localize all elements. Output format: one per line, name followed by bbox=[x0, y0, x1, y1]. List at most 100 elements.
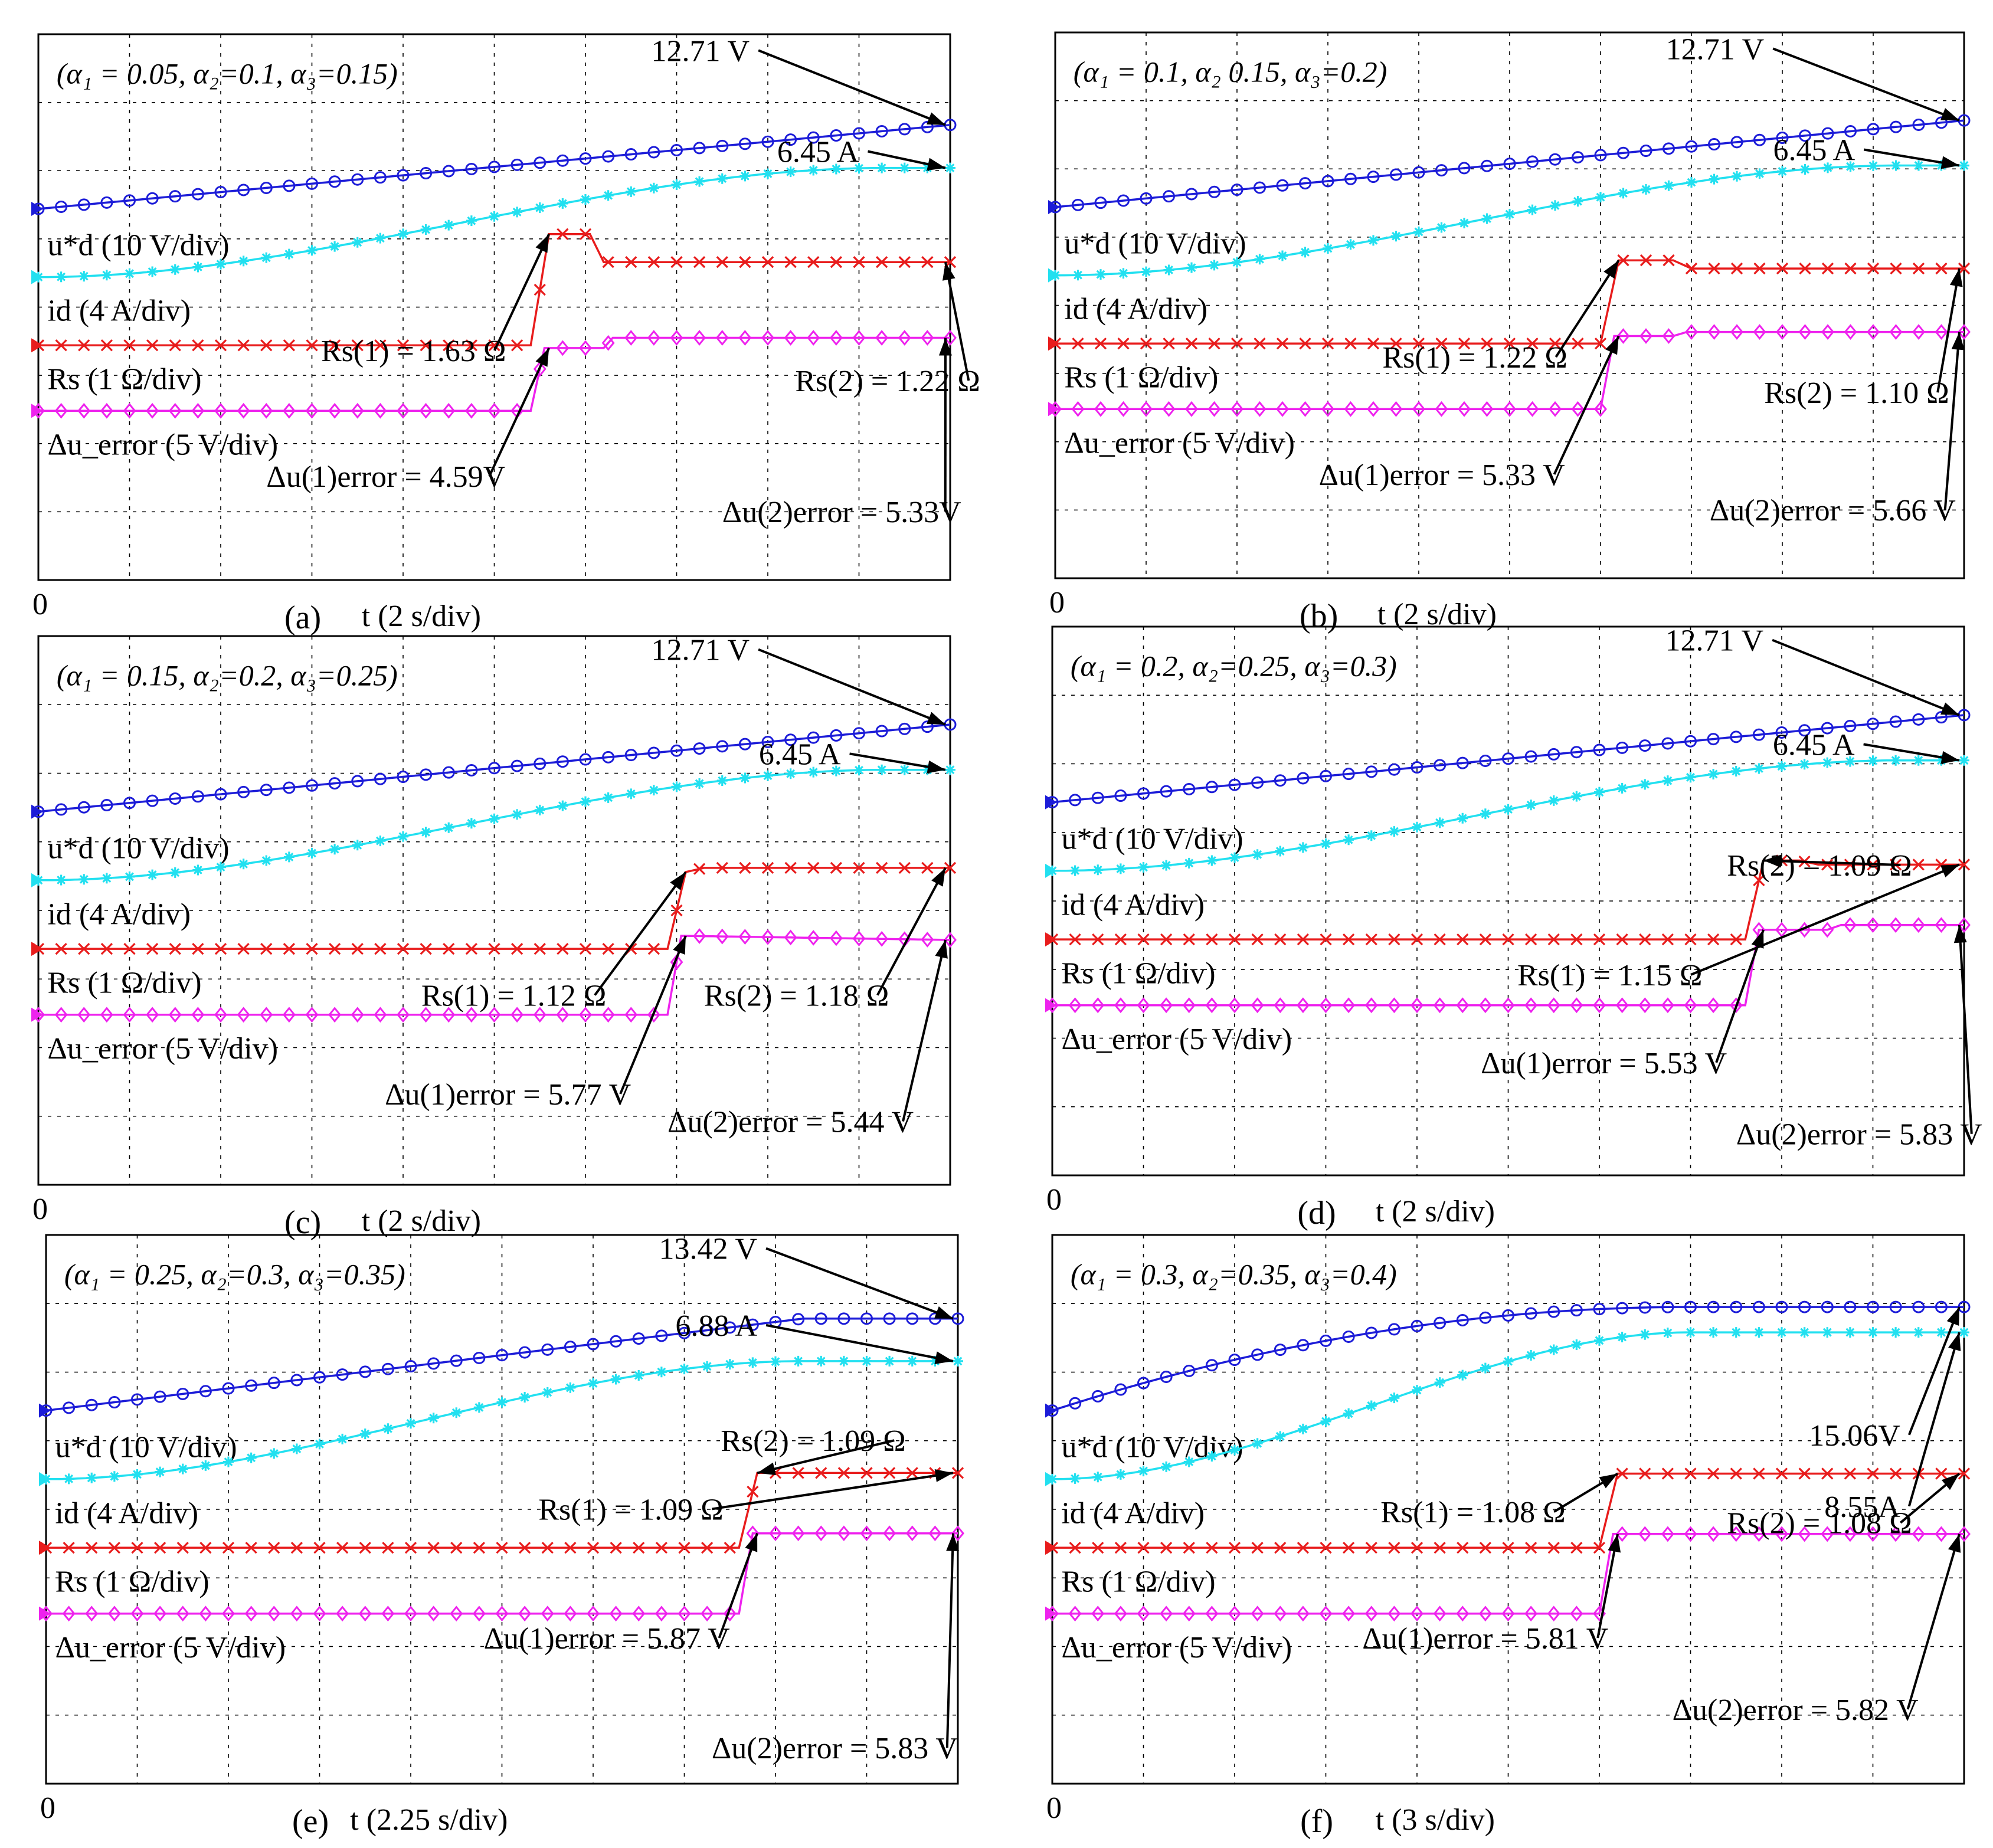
data-point bbox=[397, 169, 410, 182]
data-point bbox=[443, 219, 454, 231]
data-point bbox=[1753, 324, 1766, 340]
ground-marker bbox=[31, 873, 43, 887]
data-point bbox=[1114, 997, 1127, 1014]
data-point bbox=[1889, 917, 1903, 933]
x-axis-label: t (2.25 s/div) bbox=[350, 1803, 508, 1837]
data-point bbox=[1320, 838, 1331, 849]
series-ud bbox=[31, 119, 957, 216]
data-point bbox=[1684, 933, 1697, 946]
data-point bbox=[351, 1007, 364, 1023]
data-point bbox=[807, 861, 820, 874]
data-point bbox=[1299, 177, 1311, 190]
data-point bbox=[1365, 765, 1378, 778]
x-origin-label: 0 bbox=[40, 1791, 55, 1825]
data-point bbox=[1300, 247, 1311, 258]
data-point bbox=[130, 1605, 144, 1622]
data-point bbox=[1365, 1541, 1377, 1554]
data-point bbox=[1115, 863, 1126, 874]
data-point bbox=[1616, 328, 1630, 344]
data-point bbox=[1069, 933, 1081, 946]
annotation-arrow-head bbox=[745, 1533, 758, 1552]
data-point bbox=[1412, 338, 1425, 350]
data-point bbox=[1137, 1541, 1150, 1554]
data-point bbox=[1959, 160, 1969, 171]
data-point bbox=[883, 1467, 896, 1479]
data-point bbox=[1297, 842, 1308, 853]
data-point bbox=[1822, 1327, 1833, 1338]
data-point bbox=[1730, 933, 1742, 946]
data-point bbox=[1730, 324, 1743, 340]
annotation-arrow-head bbox=[935, 939, 948, 959]
annotation-label: 6.45 A bbox=[1773, 134, 1855, 168]
data-point bbox=[1867, 324, 1880, 340]
data-point bbox=[1140, 192, 1153, 205]
annotation-arrow-head bbox=[757, 1462, 776, 1476]
data-point bbox=[557, 198, 568, 209]
data-point bbox=[1160, 1605, 1173, 1622]
series-rs bbox=[31, 228, 957, 353]
data-point bbox=[1297, 933, 1310, 946]
data-point bbox=[1639, 1467, 1651, 1480]
data-point bbox=[153, 1605, 167, 1622]
data-point bbox=[1639, 145, 1652, 158]
series-label: id (4 A/div) bbox=[47, 294, 191, 328]
annotation-arrow bbox=[619, 935, 687, 1095]
data-point bbox=[1936, 1327, 1947, 1338]
data-point bbox=[1617, 254, 1629, 267]
data-point bbox=[1912, 859, 1925, 871]
data-point bbox=[1298, 401, 1312, 417]
data-point bbox=[921, 861, 934, 874]
data-point bbox=[107, 1605, 121, 1622]
data-point bbox=[238, 859, 249, 870]
data-point bbox=[1775, 1467, 1788, 1480]
data-point bbox=[1208, 338, 1220, 350]
data-point bbox=[739, 861, 751, 874]
data-point bbox=[199, 1541, 212, 1554]
data-point bbox=[1799, 129, 1811, 142]
data-point bbox=[398, 228, 408, 240]
annotation-label: Rs(2) = 1.08 Ω bbox=[1727, 1507, 1912, 1541]
series-label: Rs (1 Ω/div) bbox=[47, 966, 201, 1000]
data-point bbox=[375, 835, 386, 847]
data-point bbox=[1776, 761, 1787, 772]
data-point bbox=[1160, 997, 1173, 1014]
data-point bbox=[1276, 338, 1289, 350]
data-point bbox=[63, 1473, 74, 1485]
data-point bbox=[716, 775, 728, 787]
data-point bbox=[716, 139, 729, 152]
data-point bbox=[465, 942, 478, 955]
data-point bbox=[1458, 162, 1471, 175]
data-point bbox=[1205, 997, 1219, 1014]
annotation-arrow-head bbox=[535, 348, 549, 367]
data-point bbox=[1205, 1605, 1219, 1622]
data-point bbox=[1185, 338, 1198, 350]
data-point bbox=[601, 335, 615, 351]
data-point bbox=[829, 930, 843, 946]
data-point bbox=[1572, 196, 1583, 207]
data-point bbox=[123, 339, 136, 352]
data-point bbox=[830, 861, 843, 874]
data-point bbox=[670, 954, 683, 970]
data-point bbox=[1662, 328, 1675, 344]
data-point bbox=[1709, 173, 1720, 185]
annotation-arrow bbox=[1690, 863, 1960, 976]
data-point bbox=[495, 1605, 509, 1622]
data-point bbox=[328, 777, 341, 790]
data-point bbox=[647, 1007, 660, 1023]
data-point bbox=[1412, 166, 1425, 179]
annotation-arrow bbox=[488, 348, 551, 477]
data-point bbox=[1137, 1605, 1150, 1622]
annotation-label: Rs(1) = 1.15 Ω bbox=[1517, 959, 1703, 992]
annotation-arrow bbox=[758, 49, 946, 126]
data-point bbox=[512, 207, 523, 218]
data-point bbox=[624, 148, 637, 161]
data-point bbox=[443, 942, 455, 955]
series-label: u*d (10 V/div) bbox=[47, 229, 229, 263]
data-point bbox=[694, 176, 705, 187]
data-point bbox=[723, 1605, 737, 1622]
data-point bbox=[837, 1467, 850, 1479]
data-point bbox=[496, 1397, 508, 1408]
data-point bbox=[633, 1541, 645, 1554]
data-point bbox=[1844, 1300, 1857, 1313]
data-point bbox=[1389, 401, 1403, 417]
